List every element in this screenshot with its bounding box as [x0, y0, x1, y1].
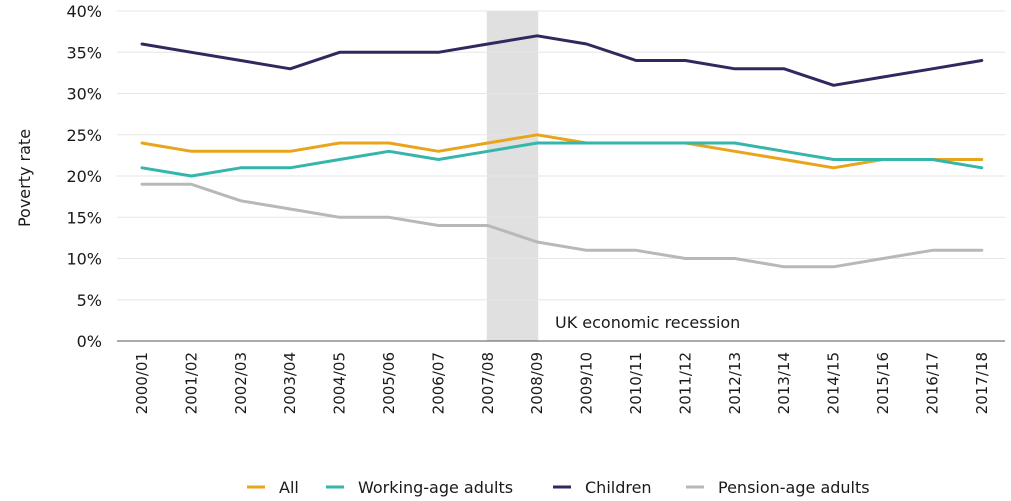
x-tick-label: 2014/15 [825, 352, 843, 414]
y-tick-label: 35% [66, 43, 102, 62]
y-tick-label: 20% [66, 167, 102, 186]
legend-label: Pension-age adults [718, 478, 870, 497]
legend-item-children: Children [553, 478, 652, 497]
recession-annotation: UK economic recession [555, 313, 740, 332]
x-tick-label: 2007/08 [479, 352, 497, 414]
x-tick-label: 2008/09 [528, 352, 546, 414]
x-tick-label: 2002/03 [232, 352, 250, 414]
x-tick-label: 2013/14 [775, 352, 793, 414]
y-axis-label: Poverty rate [15, 129, 34, 227]
x-tick-label: 2012/13 [726, 352, 744, 414]
x-tick-label: 2005/06 [380, 352, 398, 414]
y-tick-label: 10% [66, 250, 102, 269]
x-tick-label: 2017/18 [973, 352, 991, 414]
x-tick-label: 2009/10 [578, 352, 596, 414]
legend-label: Working-age adults [358, 478, 513, 497]
x-tick-label: 2000/01 [133, 352, 151, 414]
x-tick-label: 2003/04 [281, 352, 299, 414]
series-line-working-age-adults [140, 141, 984, 178]
y-tick-label: 5% [77, 291, 102, 310]
series-line-pension-age-adults [140, 182, 984, 269]
x-tick-label: 2016/17 [923, 352, 941, 414]
x-tick-label: 2015/16 [874, 352, 892, 414]
x-tick-label: 2011/12 [676, 352, 694, 414]
series-line-all [140, 133, 984, 170]
y-tick-label: 30% [66, 85, 102, 104]
legend-label: Children [585, 478, 652, 497]
legend-item-all: All [247, 478, 299, 497]
legend-item-working-age-adults: Working-age adults [326, 478, 513, 497]
y-tick-label: 25% [66, 126, 102, 145]
series-line-children [140, 34, 984, 87]
x-tick-label: 2010/11 [627, 352, 645, 414]
x-tick-label: 2004/05 [331, 352, 349, 414]
y-tick-label: 0% [77, 332, 102, 351]
x-tick-label: 2001/02 [182, 352, 200, 414]
legend-label: All [279, 478, 299, 497]
x-tick-label: 2006/07 [429, 352, 447, 414]
y-tick-label: 40% [66, 2, 102, 21]
y-tick-label: 15% [66, 208, 102, 227]
legend-item-pension-age-adults: Pension-age adults [686, 478, 870, 497]
